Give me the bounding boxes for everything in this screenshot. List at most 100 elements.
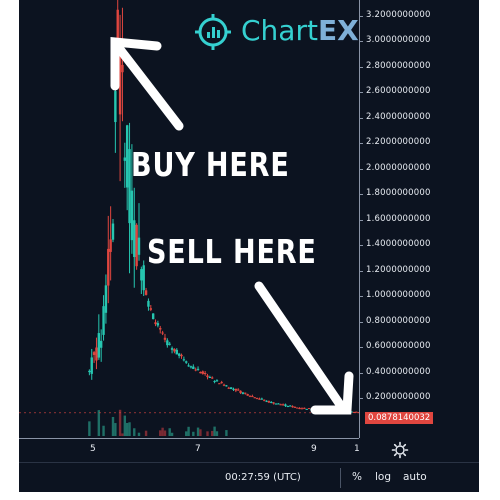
- y-tick-label: 1.2000000000: [359, 265, 431, 275]
- volume-bar: [137, 432, 141, 436]
- volume-bar: [133, 428, 136, 436]
- y-tick-label: 1.6000000000: [359, 214, 431, 224]
- candle-body: [144, 290, 148, 295]
- y-tick-label: 2.2000000000: [359, 137, 431, 147]
- y-tick-label: 1.0000000000: [359, 290, 431, 300]
- buy-arrow-icon: [110, 37, 184, 131]
- candle-body: [118, 38, 122, 115]
- candle-body: [107, 248, 110, 286]
- candle-body: [244, 392, 247, 394]
- candle-body: [147, 300, 150, 307]
- settings-gear-icon[interactable]: [391, 441, 409, 459]
- candle-body: [196, 368, 200, 370]
- candle-body: [258, 398, 261, 400]
- candle-body: [130, 190, 134, 241]
- candle-body: [140, 269, 143, 281]
- candle-body: [263, 399, 266, 401]
- candle-body: [227, 387, 230, 389]
- candle-body: [281, 404, 285, 406]
- x-tick-label: 9: [311, 444, 317, 454]
- y-tick-label: 2.0000000000: [359, 163, 431, 173]
- y-tick-label: 0.6000000000: [359, 341, 431, 351]
- chart-footer-bar: 00:27:59 (UTC) % log auto: [19, 462, 479, 492]
- candle-body: [128, 149, 131, 224]
- volume-bar: [118, 409, 122, 436]
- candle-body: [234, 388, 238, 391]
- utc-clock: 00:27:59 (UTC): [225, 472, 301, 483]
- candle-body: [286, 406, 290, 408]
- volume-bar: [192, 431, 195, 436]
- candle-body: [189, 366, 193, 368]
- percent-scale-toggle[interactable]: %: [352, 471, 362, 483]
- y-tick-label: 1.8000000000: [359, 188, 431, 198]
- candle-body: [218, 383, 221, 385]
- auto-scale-toggle[interactable]: auto: [403, 471, 427, 483]
- volume-bar: [161, 427, 164, 436]
- candle-body: [104, 285, 108, 313]
- candle-body: [187, 365, 190, 367]
- chartex-logo: ChartEX: [193, 12, 359, 52]
- candle-body: [201, 371, 204, 374]
- candle-body: [225, 385, 228, 387]
- candle-body: [265, 400, 268, 402]
- volume-bar: [121, 433, 124, 436]
- logo-text: ChartEX: [241, 14, 359, 47]
- y-tick-label: 0.4000000000: [359, 367, 431, 377]
- volume-bar: [215, 431, 219, 436]
- candle-body: [203, 372, 207, 375]
- candle-body: [237, 389, 240, 391]
- volume-bar: [187, 426, 190, 436]
- candle-body: [355, 411, 358, 413]
- time-axis[interactable]: 5 7 9 1: [19, 438, 360, 461]
- candle-body: [180, 354, 183, 357]
- candle-body: [248, 395, 252, 397]
- y-tick-label: 2.4000000000: [359, 112, 431, 122]
- candle-body: [170, 348, 174, 350]
- x-tick-label: 7: [195, 444, 201, 454]
- crosshair-bars-logo-icon: [195, 14, 231, 50]
- candle-body: [114, 91, 117, 123]
- candle-body: [111, 223, 115, 240]
- candle-body: [279, 404, 282, 406]
- volume-bar: [88, 421, 91, 436]
- candle-body: [303, 407, 306, 409]
- volume-bar: [213, 426, 216, 436]
- candle-body: [182, 359, 186, 361]
- sell-arrow-icon: [254, 281, 354, 415]
- log-scale-toggle[interactable]: log: [375, 471, 392, 483]
- candle-body: [213, 381, 216, 383]
- volume-bar: [225, 430, 228, 436]
- candle-body: [288, 405, 292, 407]
- candle-body: [175, 349, 178, 355]
- price-axis[interactable]: 3.2000000000 3.0000000000 2.8000000000 2…: [359, 0, 479, 438]
- candle-body: [296, 407, 299, 409]
- y-tick-label: 3.2000000000: [359, 10, 431, 20]
- candle-body: [97, 333, 101, 358]
- candle-body: [161, 332, 164, 334]
- candle-body: [232, 388, 235, 390]
- candle-body: [192, 366, 195, 369]
- candle-body: [239, 390, 242, 393]
- candle-body: [305, 408, 308, 410]
- candle-body: [277, 403, 280, 405]
- candle-body: [220, 382, 223, 384]
- candle-body: [206, 375, 209, 378]
- volume-bar: [199, 429, 202, 436]
- candle-body: [135, 224, 138, 267]
- candle-body: [149, 308, 152, 310]
- candle-body: [211, 377, 214, 379]
- candle-body: [177, 353, 181, 356]
- candle-body: [251, 396, 254, 398]
- candle-body: [274, 403, 278, 405]
- volume-bar: [97, 410, 101, 436]
- candle-body: [352, 411, 356, 413]
- candle-body: [151, 313, 155, 320]
- candle-body: [133, 220, 136, 258]
- candle-body: [291, 406, 294, 408]
- candle-body: [125, 125, 129, 188]
- y-tick-label: 2.6000000000: [359, 86, 431, 96]
- volume-bar: [196, 427, 200, 436]
- candle-body: [142, 265, 145, 291]
- volume-bar: [159, 430, 162, 436]
- candle-body: [270, 401, 273, 403]
